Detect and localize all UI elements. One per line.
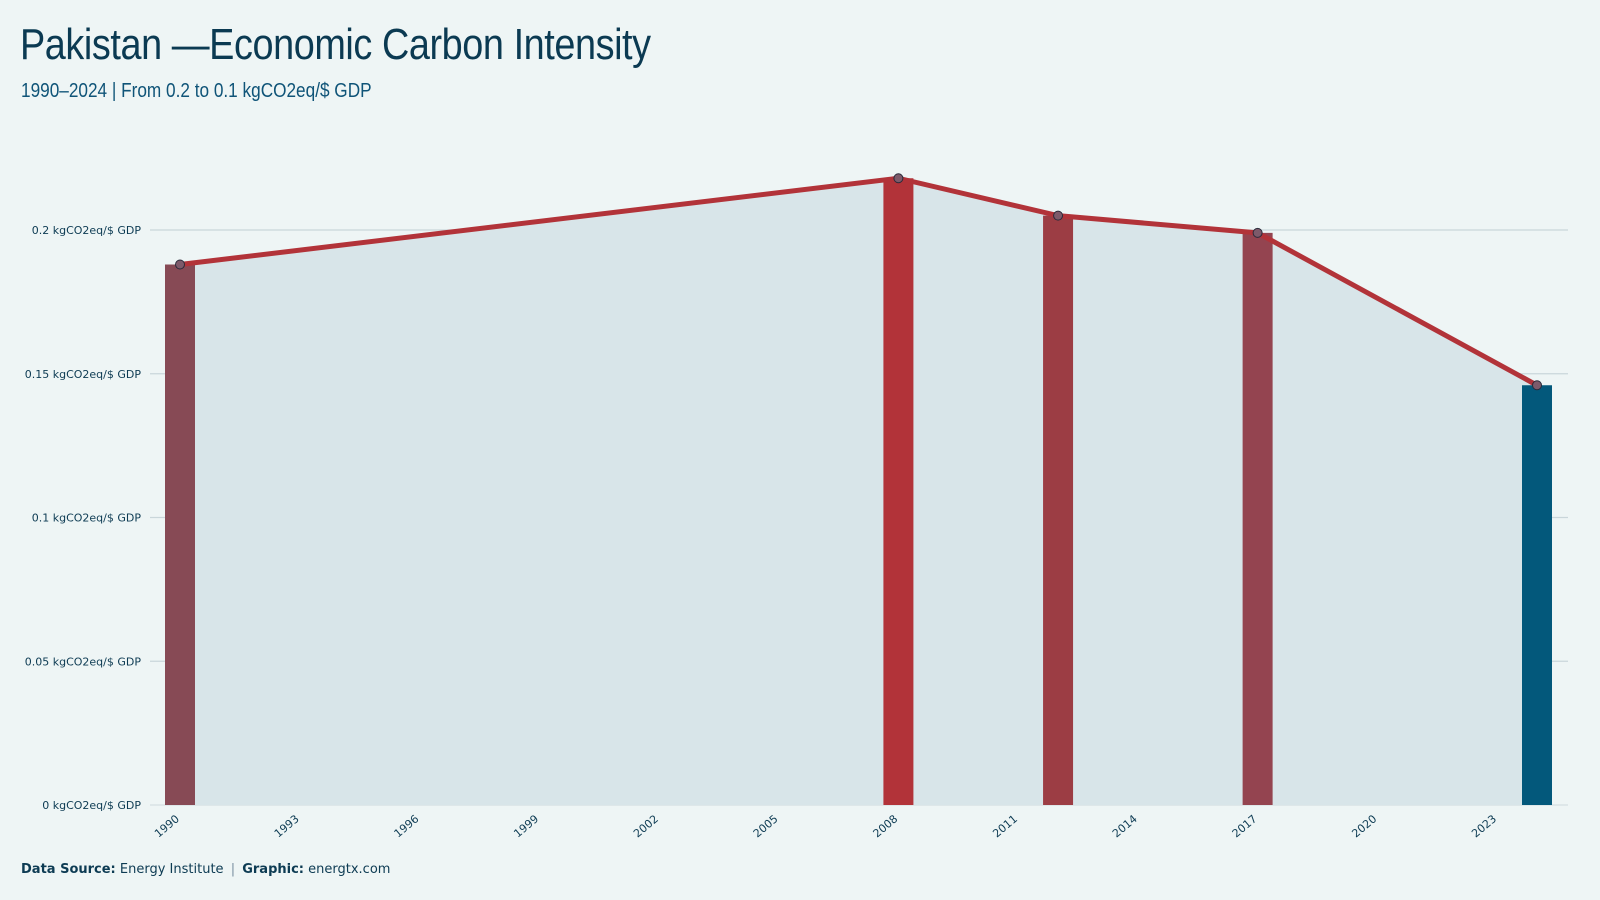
y-tick-label: 0 kgCO2eq/$ GDP [42, 799, 141, 812]
x-axis-labels: 1990 1993 1996 1999 2002 2005 2008 2011 2014 2017… [152, 812, 1499, 840]
x-tick-label: 2017 [1230, 812, 1260, 840]
data-point [1532, 380, 1542, 391]
area-under-line [180, 178, 1537, 805]
x-tick-label: 2014 [1110, 812, 1140, 840]
x-tick-label: 1999 [511, 812, 541, 840]
x-tick-label: 2023 [1469, 812, 1499, 840]
y-tick-label: 0.1 kgCO2eq/$ GDP [32, 512, 142, 525]
bar [1522, 385, 1552, 805]
x-tick-label: 1990 [152, 812, 182, 840]
y-axis-labels: 0 kgCO2eq/$ GDP 0.05 kgCO2eq/$ GDP 0.1 kgC… [25, 224, 142, 812]
x-tick-label: 2008 [871, 812, 901, 840]
x-tick-label: 1996 [392, 812, 422, 840]
graphic-value: energtx.com [308, 862, 391, 877]
y-tick-label: 0.05 kgCO2eq/$ GDP [25, 655, 142, 668]
chart-subtitle: 1990–2024 | From 0.2 to 0.1 kgCO2eq/$ GD… [21, 80, 372, 102]
bar [1043, 215, 1074, 805]
bar [165, 264, 195, 805]
chart-title: Pakistan —Economic Carbon Intensity [20, 20, 651, 69]
x-tick-label: 2011 [990, 812, 1020, 840]
x-tick-label: 2005 [751, 812, 781, 840]
markers [175, 173, 1542, 391]
footer: Data Source: Energy Institute | Graphic:… [21, 862, 390, 877]
bar [1242, 232, 1273, 805]
x-tick-label: 2002 [631, 812, 661, 840]
data-point [175, 259, 185, 270]
data-point [893, 173, 904, 184]
data-point [1053, 210, 1064, 221]
bars [165, 178, 1552, 805]
x-tick-label: 1993 [272, 812, 302, 840]
data-point [1252, 227, 1263, 238]
bar [883, 178, 914, 805]
y-tick-label: 0.15 kgCO2eq/$ GDP [25, 368, 142, 381]
footer-separator: | [230, 862, 236, 877]
data-source-value: Energy Institute [119, 862, 224, 877]
graphic-label: Graphic: [242, 862, 304, 877]
x-tick-label: 2020 [1349, 812, 1379, 840]
y-tick-label: 0.2 kgCO2eq/$ GDP [32, 224, 142, 237]
area-fill [180, 178, 1537, 805]
data-source-label: Data Source: [21, 862, 116, 877]
